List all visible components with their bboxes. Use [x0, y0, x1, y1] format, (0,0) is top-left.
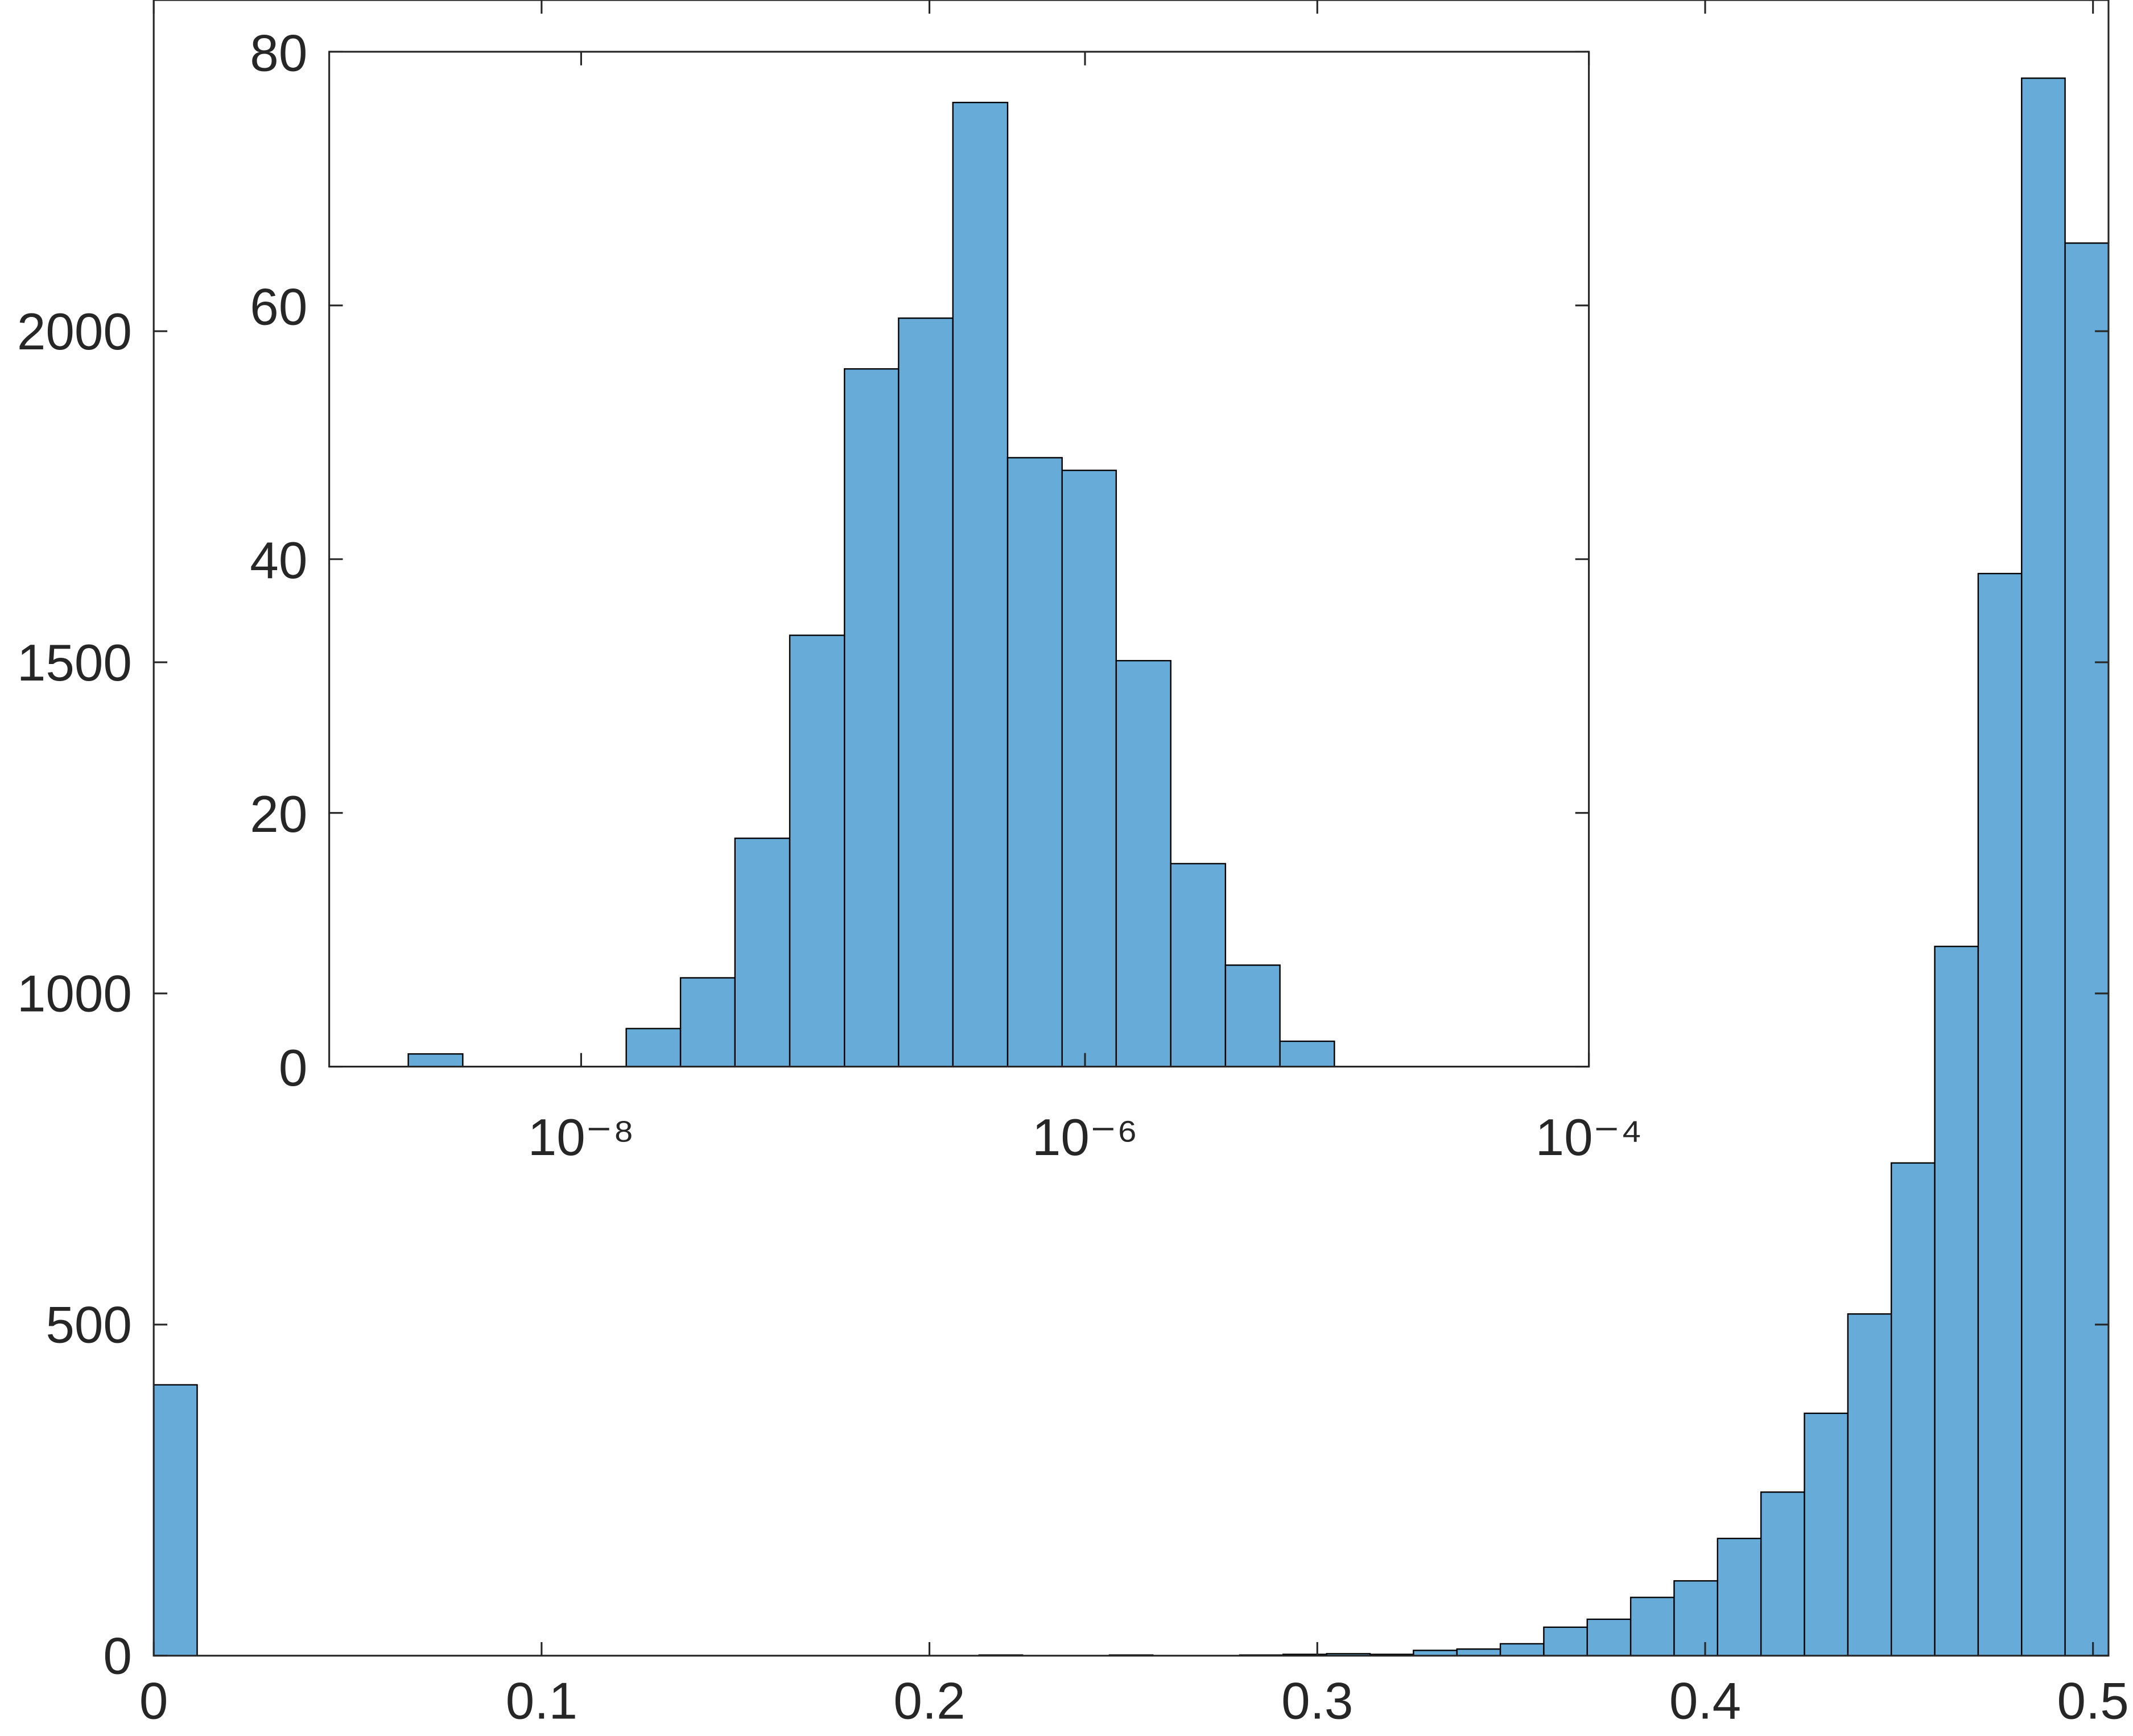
bar	[1934, 946, 1979, 1657]
x-tick-label: 10⁻⁸	[528, 1109, 634, 1166]
bar	[1006, 457, 1063, 1067]
bar	[2021, 77, 2066, 1657]
bar	[2064, 242, 2110, 1657]
x-tick-label: 0.1	[506, 1673, 577, 1730]
axes: 0 20 40 60 80 10⁻⁸ 10⁻⁶ 10⁻⁴	[250, 24, 1642, 1166]
y-tick-label: 500	[46, 1297, 132, 1354]
y-tick-label: 20	[250, 786, 307, 843]
bar	[1456, 1648, 1501, 1657]
x-tick-label: 0.4	[1669, 1673, 1741, 1730]
x-tick-label: 10⁻⁴	[1536, 1109, 1643, 1166]
y-tick-label: 1000	[17, 966, 132, 1023]
bar	[1891, 1162, 1936, 1657]
bar	[1170, 863, 1227, 1067]
y-tick-label: 40	[250, 532, 307, 589]
bar	[1499, 1643, 1545, 1657]
x-tick-label: 0.2	[893, 1673, 965, 1730]
x-tick-label: 10⁻⁶	[1032, 1109, 1138, 1166]
x-tick-label: 0.3	[1281, 1673, 1353, 1730]
y-tick-label: 1500	[17, 634, 132, 692]
bar	[1760, 1491, 1805, 1657]
x-tick-label: 0	[139, 1673, 168, 1730]
bar	[1543, 1626, 1588, 1657]
x-tick-label: 0.5	[2057, 1673, 2129, 1730]
bar	[1717, 1537, 1762, 1657]
bar	[152, 1384, 198, 1657]
axes-box	[152, 0, 2110, 1657]
y-tick-label: 0	[103, 1628, 132, 1685]
bar	[1847, 1313, 1892, 1657]
bar	[789, 634, 845, 1067]
bar	[1115, 659, 1171, 1067]
y-tick-label: 60	[250, 278, 307, 336]
bar	[1804, 1412, 1849, 1657]
bar	[679, 977, 736, 1067]
y-tick-label: 80	[250, 24, 307, 82]
bar	[898, 317, 954, 1067]
bar	[734, 838, 791, 1067]
bar	[407, 1053, 464, 1067]
bar	[952, 101, 1009, 1067]
bar	[1977, 572, 2023, 1657]
bar	[1279, 1040, 1335, 1067]
y-tick-label: 2000	[17, 303, 132, 361]
bar	[1224, 964, 1281, 1067]
y-tick-label: 0	[279, 1040, 308, 1097]
bar	[1061, 469, 1117, 1067]
bar	[1629, 1597, 1675, 1657]
bar	[1586, 1618, 1632, 1657]
bar	[844, 368, 900, 1067]
bar	[1673, 1580, 1719, 1657]
bar	[625, 1028, 682, 1067]
